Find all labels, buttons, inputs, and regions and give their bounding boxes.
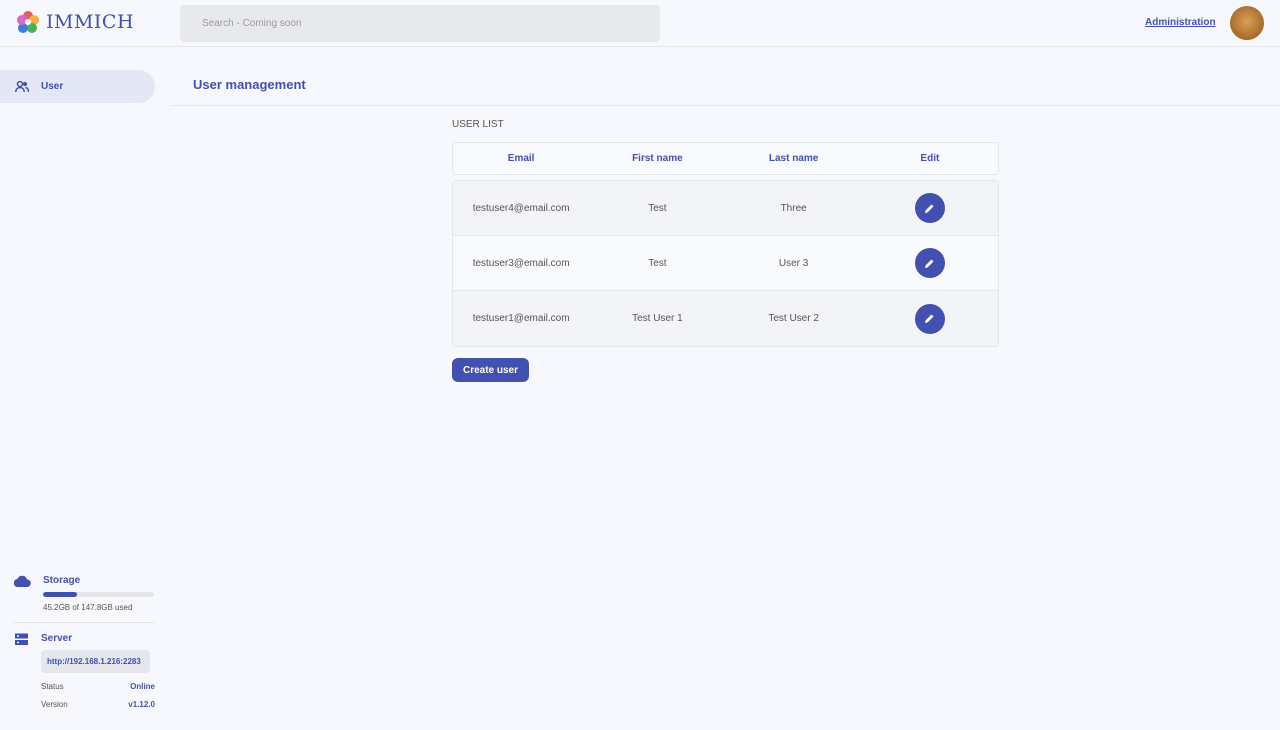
users-icon: [15, 80, 29, 92]
storage-progress-fill: [43, 592, 77, 597]
user-list-label: USER LIST: [452, 119, 504, 130]
page-title: User management: [193, 77, 306, 92]
pencil-icon: [925, 259, 934, 268]
app-name: IMMICH: [46, 11, 135, 33]
version-value: v1.12.0: [128, 700, 155, 709]
edit-user-button[interactable]: [914, 193, 945, 223]
search-input[interactable]: [180, 5, 660, 42]
server-url: http://192.168.1.216:2283: [41, 650, 150, 673]
column-header-last-name: Last name: [768, 153, 819, 164]
column-header-edit: Edit: [920, 153, 940, 164]
pencil-icon: [925, 314, 934, 323]
storage-label: Storage: [43, 575, 81, 586]
cell-email: testuser1@email.com: [472, 313, 570, 324]
table-row: testuser1@email.com Test User 1 Test Use…: [453, 291, 998, 346]
cell-first-name: Test: [648, 257, 667, 269]
immich-logo-icon: [17, 11, 39, 33]
top-bar: IMMICH Administration: [0, 0, 1280, 47]
edit-user-button[interactable]: [914, 248, 945, 278]
cloud-icon: [14, 575, 31, 587]
storage-used-text: 45.2GB of 147.8GB used: [43, 603, 133, 612]
cell-email: testuser3@email.com: [472, 257, 570, 269]
user-table-body: testuser4@email.com Test Three testuser3…: [452, 180, 999, 347]
administration-link[interactable]: Administration: [1145, 17, 1216, 28]
edit-user-button[interactable]: [914, 303, 945, 334]
cell-first-name: Test User 1: [632, 313, 683, 324]
cell-first-name: Test: [648, 202, 667, 214]
cell-last-name: Test User 2: [768, 313, 819, 324]
cell-email: testuser4@email.com: [472, 202, 570, 214]
sidebar-item-user[interactable]: User: [0, 70, 155, 103]
cell-last-name: User 3: [778, 257, 809, 269]
storage-progress-bar: [43, 592, 154, 597]
table-header: Email First name Last name Edit: [452, 142, 999, 175]
avatar[interactable]: [1230, 6, 1264, 40]
sidebar-item-label: User: [41, 81, 64, 92]
version-label: Version: [41, 700, 68, 709]
pencil-icon: [925, 204, 934, 213]
table-row: testuser4@email.com Test Three: [453, 181, 998, 236]
column-header-email: Email: [507, 153, 535, 164]
table-row: testuser3@email.com Test User 3: [453, 236, 998, 291]
server-label: Server: [41, 633, 73, 644]
divider: [14, 622, 155, 623]
divider: [170, 105, 1280, 106]
sidebar-footer: Storage 45.2GB of 147.8GB used Server ht…: [14, 575, 155, 709]
server-icon: [15, 633, 28, 645]
status-label: Status: [41, 682, 64, 691]
create-user-button[interactable]: Create user: [452, 358, 529, 382]
status-value: Online: [130, 682, 155, 691]
sidebar: User Storage 45.2GB of 147.8GB used Serv…: [0, 47, 170, 730]
cell-last-name: Three: [780, 202, 807, 214]
logo[interactable]: IMMICH: [16, 10, 134, 34]
column-header-first-name: First name: [632, 153, 683, 164]
